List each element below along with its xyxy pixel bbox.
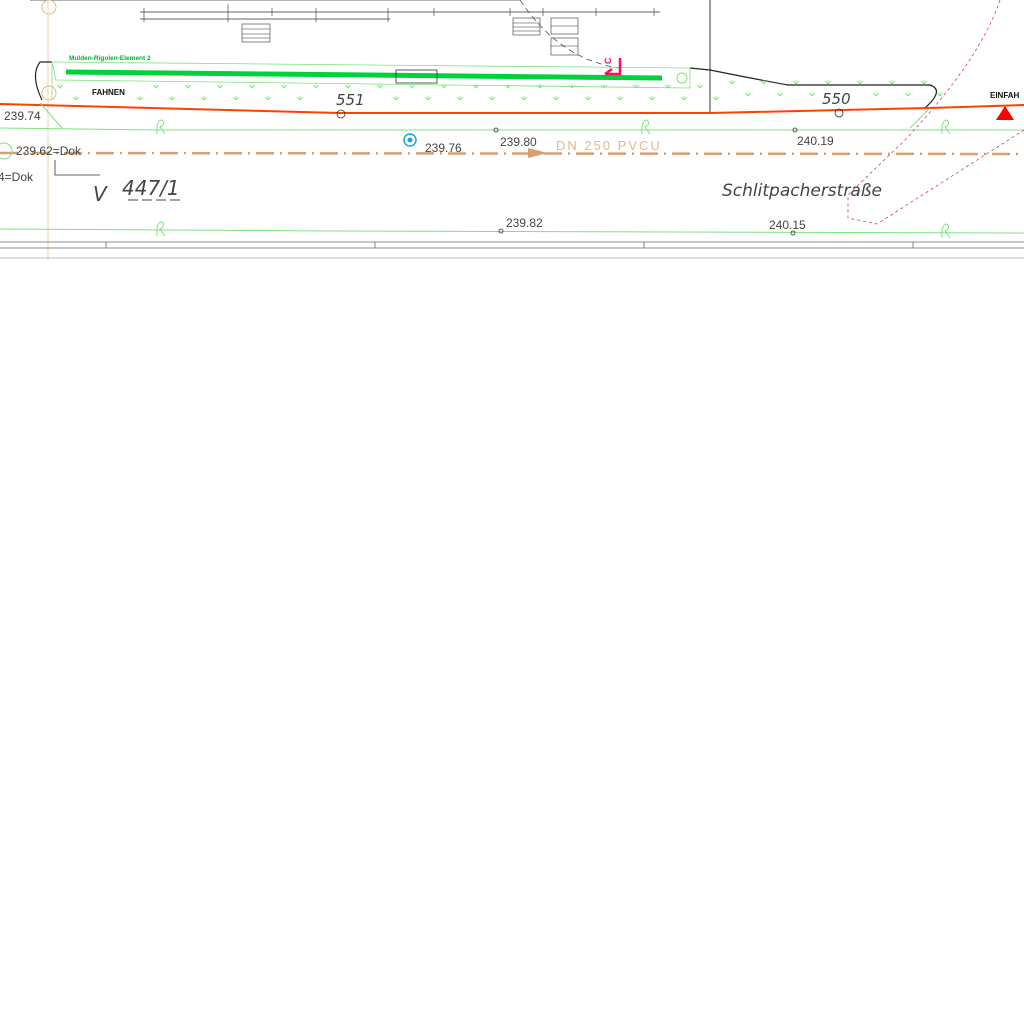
grass-icon bbox=[136, 96, 144, 101]
grass-icon bbox=[760, 80, 768, 85]
grass-icon bbox=[168, 96, 176, 101]
grass-icon bbox=[728, 80, 736, 85]
parcel-number: 447/1 bbox=[122, 176, 180, 200]
grass-icon bbox=[456, 96, 464, 101]
grass-icon bbox=[440, 84, 448, 89]
grass-icon bbox=[776, 92, 784, 97]
elevation-label: 4=Dok bbox=[0, 170, 34, 184]
grass-icon bbox=[552, 96, 560, 101]
grass-icon bbox=[216, 84, 224, 89]
green-lines bbox=[0, 102, 1024, 234]
red-triangle-marker bbox=[996, 106, 1014, 120]
fahnen-label: FAHNEN bbox=[92, 88, 125, 97]
grass-icon bbox=[280, 84, 288, 89]
grass-icon bbox=[920, 80, 928, 85]
tree-icon bbox=[156, 119, 166, 135]
grass-icon bbox=[632, 84, 640, 89]
elevation-label: 239.62=Dok bbox=[16, 144, 82, 158]
grass-icon bbox=[264, 96, 272, 101]
grass-icon bbox=[824, 80, 832, 85]
grass-icon bbox=[376, 84, 384, 89]
grass-icon bbox=[568, 84, 576, 89]
grass-icon bbox=[232, 96, 240, 101]
grass-icon bbox=[520, 96, 528, 101]
elevation-label: 240.19 bbox=[797, 134, 834, 148]
grass-icon bbox=[664, 84, 672, 89]
grass-icon bbox=[488, 96, 496, 101]
annotation-tables bbox=[241, 17, 579, 56]
tree-icon bbox=[641, 119, 651, 135]
sewer-pipe bbox=[0, 151, 1024, 156]
section-marker bbox=[604, 58, 622, 76]
grass-icon bbox=[808, 92, 816, 97]
grass-icon bbox=[584, 96, 592, 101]
road-edge-line bbox=[0, 103, 1024, 114]
grass-icon bbox=[392, 96, 400, 101]
elevation-label: 239.82 bbox=[506, 216, 543, 230]
grass-icon bbox=[504, 84, 512, 89]
grass-symbols bbox=[56, 80, 944, 101]
grass-icon bbox=[56, 84, 64, 89]
grass-icon bbox=[680, 96, 688, 101]
elevation-label: 239.74 bbox=[4, 109, 41, 123]
manhole-icon bbox=[403, 133, 417, 147]
parcel-number: 551 bbox=[336, 91, 365, 109]
grass-icon bbox=[616, 96, 624, 101]
grass-icon bbox=[696, 84, 704, 89]
planned-boundary bbox=[847, 0, 1024, 225]
grass-icon bbox=[344, 84, 352, 89]
grass-icon bbox=[200, 96, 208, 101]
grass-icon bbox=[792, 80, 800, 85]
tree-icon bbox=[156, 221, 166, 237]
curb-outline bbox=[689, 67, 937, 109]
tree-symbols bbox=[156, 119, 951, 239]
grass-icon bbox=[312, 84, 320, 89]
grass-icon bbox=[296, 96, 304, 101]
elevation-labels: 239.74 239.62=Dok 4=Dok 239.76 239.80 24… bbox=[0, 109, 834, 232]
elevation-label: 239.80 bbox=[500, 135, 537, 149]
grass-icon bbox=[152, 84, 160, 89]
flow-arrow bbox=[528, 148, 548, 158]
grass-icon bbox=[600, 84, 608, 89]
grass-icon bbox=[536, 84, 544, 89]
grass-icon bbox=[872, 92, 880, 97]
grass-icon bbox=[248, 84, 256, 89]
grass-icon bbox=[856, 80, 864, 85]
frame-lines bbox=[0, 241, 1024, 259]
grass-icon bbox=[408, 84, 416, 89]
einfahrt-label: EINFAH bbox=[990, 91, 1020, 100]
swale-element bbox=[41, 0, 691, 101]
grass-icon bbox=[888, 80, 896, 85]
grass-icon bbox=[648, 96, 656, 101]
grass-icon bbox=[904, 92, 912, 97]
parcel-prefix: V bbox=[93, 182, 108, 206]
grass-icon bbox=[184, 84, 192, 89]
tree-icon bbox=[941, 223, 951, 239]
swale-element-label: Mulden-Rigolen-Element 2 bbox=[69, 55, 151, 62]
parcel-number: 550 bbox=[822, 90, 851, 108]
street-name: Schlitpacherstraße bbox=[722, 181, 882, 201]
grass-icon bbox=[72, 96, 80, 101]
grass-icon bbox=[936, 92, 944, 97]
grass-icon bbox=[424, 96, 432, 101]
pipe-label: DN 250 PVCU bbox=[556, 138, 662, 153]
elevation-label: 239.76 bbox=[425, 141, 462, 155]
section-marker-label: C bbox=[603, 57, 613, 64]
dimension-lines bbox=[30, 0, 660, 22]
grass-icon bbox=[744, 92, 752, 97]
elevation-label: 240.15 bbox=[769, 218, 806, 232]
grass-icon bbox=[712, 96, 720, 101]
grass-icon bbox=[472, 84, 480, 89]
tree-icon bbox=[941, 119, 951, 135]
